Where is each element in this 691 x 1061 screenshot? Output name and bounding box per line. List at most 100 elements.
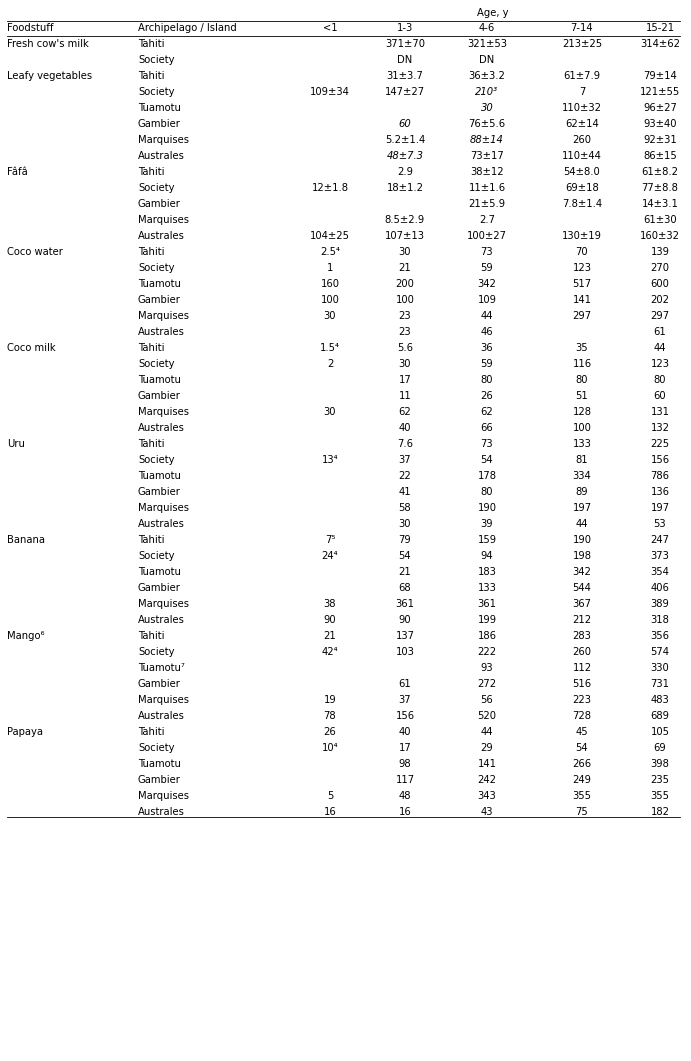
Text: 103: 103 [395, 647, 415, 657]
Text: 100: 100 [573, 423, 591, 433]
Text: 54±8.0: 54±8.0 [564, 167, 600, 177]
Text: 110±44: 110±44 [562, 151, 602, 161]
Text: Banana: Banana [7, 535, 45, 545]
Text: Tuamotu: Tuamotu [138, 567, 181, 577]
Text: 48: 48 [399, 792, 411, 801]
Text: 51: 51 [576, 392, 588, 401]
Text: 60: 60 [654, 392, 666, 401]
Text: 343: 343 [477, 792, 496, 801]
Text: 123: 123 [650, 359, 670, 369]
Text: Tahiti: Tahiti [138, 343, 164, 353]
Text: 93±40: 93±40 [643, 119, 676, 129]
Text: Uru: Uru [7, 439, 25, 449]
Text: 104±25: 104±25 [310, 231, 350, 241]
Text: 96±27: 96±27 [643, 103, 677, 114]
Text: 1: 1 [327, 263, 333, 273]
Text: 2.9: 2.9 [397, 167, 413, 177]
Text: 94: 94 [481, 551, 493, 561]
Text: <1: <1 [323, 23, 337, 33]
Text: Fâfâ: Fâfâ [7, 167, 28, 177]
Text: 40: 40 [399, 423, 411, 433]
Text: 7.6: 7.6 [397, 439, 413, 449]
Text: 80: 80 [481, 487, 493, 497]
Text: 355: 355 [650, 792, 670, 801]
Text: 266: 266 [572, 759, 591, 769]
Text: 183: 183 [477, 567, 496, 577]
Text: Tuamotu: Tuamotu [138, 103, 181, 114]
Text: 59: 59 [481, 263, 493, 273]
Text: Tuamotu: Tuamotu [138, 759, 181, 769]
Text: 321±53: 321±53 [467, 39, 507, 49]
Text: 361: 361 [395, 599, 415, 609]
Text: 197: 197 [572, 503, 591, 514]
Text: 58: 58 [399, 503, 411, 514]
Text: Tahiti: Tahiti [138, 247, 164, 257]
Text: 62: 62 [399, 407, 411, 417]
Text: Gambier: Gambier [138, 775, 181, 785]
Text: Tahiti: Tahiti [138, 535, 164, 545]
Text: 1-3: 1-3 [397, 23, 413, 33]
Text: 283: 283 [573, 631, 591, 641]
Text: 160±32: 160±32 [640, 231, 680, 241]
Text: Marquises: Marquises [138, 503, 189, 514]
Text: 186: 186 [477, 631, 497, 641]
Text: 10⁴: 10⁴ [322, 743, 339, 753]
Text: 89: 89 [576, 487, 588, 497]
Text: 77±8.8: 77±8.8 [641, 182, 679, 193]
Text: 137: 137 [395, 631, 415, 641]
Text: 178: 178 [477, 471, 497, 481]
Text: 16: 16 [323, 807, 337, 817]
Text: 2.5⁴: 2.5⁴ [320, 247, 340, 257]
Text: Marquises: Marquises [138, 599, 189, 609]
Text: 76±5.6: 76±5.6 [468, 119, 506, 129]
Text: 132: 132 [650, 423, 670, 433]
Text: 213±25: 213±25 [562, 39, 602, 49]
Text: 354: 354 [650, 567, 670, 577]
Text: Tuamotu: Tuamotu [138, 471, 181, 481]
Text: 48±7.3: 48±7.3 [386, 151, 424, 161]
Text: Marquises: Marquises [138, 407, 189, 417]
Text: 334: 334 [573, 471, 591, 481]
Text: 260: 260 [573, 647, 591, 657]
Text: 270: 270 [650, 263, 670, 273]
Text: 222: 222 [477, 647, 497, 657]
Text: 26: 26 [323, 727, 337, 737]
Text: 105: 105 [650, 727, 670, 737]
Text: 272: 272 [477, 679, 497, 689]
Text: 689: 689 [650, 711, 670, 721]
Text: 100: 100 [395, 295, 415, 305]
Text: 13⁴: 13⁴ [322, 455, 339, 465]
Text: 1.5⁴: 1.5⁴ [320, 343, 340, 353]
Text: 54: 54 [399, 551, 411, 561]
Text: 11: 11 [399, 392, 411, 401]
Text: 600: 600 [650, 279, 670, 289]
Text: 30: 30 [324, 407, 337, 417]
Text: 8.5±2.9: 8.5±2.9 [385, 215, 425, 225]
Text: 100±27: 100±27 [467, 231, 507, 241]
Text: 202: 202 [650, 295, 670, 305]
Text: 112: 112 [572, 663, 591, 673]
Text: 389: 389 [650, 599, 670, 609]
Text: 109: 109 [477, 295, 497, 305]
Text: 80: 80 [481, 375, 493, 385]
Text: 110±32: 110±32 [562, 103, 602, 114]
Text: 69: 69 [654, 743, 666, 753]
Text: Gambier: Gambier [138, 199, 181, 209]
Text: 35: 35 [576, 343, 588, 353]
Text: Tahiti: Tahiti [138, 631, 164, 641]
Text: 46: 46 [481, 327, 493, 337]
Text: 367: 367 [573, 599, 591, 609]
Text: 73: 73 [481, 247, 493, 257]
Text: 141: 141 [573, 295, 591, 305]
Text: 80: 80 [576, 375, 588, 385]
Text: 190: 190 [477, 503, 497, 514]
Text: 86±15: 86±15 [643, 151, 677, 161]
Text: Society: Society [138, 455, 175, 465]
Text: Gambier: Gambier [138, 295, 181, 305]
Text: 18±1.2: 18±1.2 [386, 182, 424, 193]
Text: 361: 361 [477, 599, 497, 609]
Text: Gambier: Gambier [138, 487, 181, 497]
Text: Marquises: Marquises [138, 311, 189, 321]
Text: 242: 242 [477, 775, 497, 785]
Text: 7.8±1.4: 7.8±1.4 [562, 199, 602, 209]
